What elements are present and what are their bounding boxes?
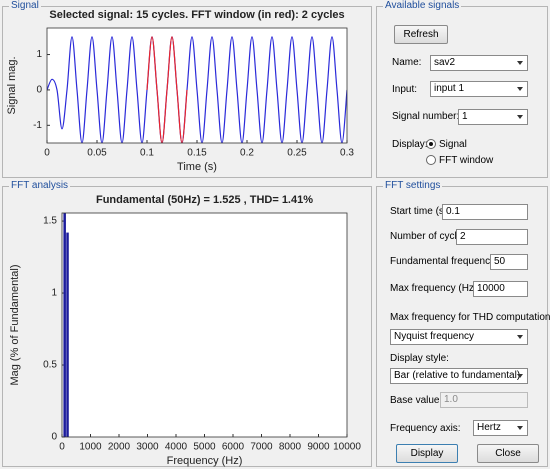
y-tick-label: -1	[33, 120, 42, 131]
label: Base value:	[390, 395, 443, 406]
radio-label: FFT window	[439, 155, 494, 166]
dropdown[interactable]: input 1	[430, 81, 528, 97]
fft-settings-panel: FFT settings	[376, 180, 548, 467]
y-axis-label: Signal mag.	[6, 56, 18, 114]
dropdown[interactable]: Hertz	[473, 420, 528, 436]
x-tick-label: 0.1	[140, 148, 154, 159]
x-axis-label: Time (s)	[177, 161, 217, 173]
bar	[66, 232, 69, 437]
plot-marks	[63, 213, 69, 437]
y-tick-label: 1.5	[43, 216, 57, 227]
x-tick-label: 6000	[222, 442, 245, 453]
label: Display style:	[390, 353, 449, 364]
charts: Selected signal: 15 cycles. FFT window (…	[6, 9, 361, 467]
chart-title: Fundamental (50Hz) = 1.525 , THD= 1.41%	[96, 194, 313, 206]
x-tick-label: 0.3	[340, 148, 354, 159]
textbox[interactable]: 10000	[473, 281, 528, 297]
x-tick-label: 0.2	[240, 148, 254, 159]
label: Number of cycles:	[390, 231, 471, 242]
dropdown[interactable]: sav2	[430, 55, 528, 71]
dropdown[interactable]: 1	[458, 109, 528, 125]
x-tick-label: 3000	[136, 442, 159, 453]
y-tick-label: 0.5	[43, 360, 57, 371]
panel-title: FFT analysis	[9, 180, 71, 191]
x-tick-label: 9000	[307, 442, 330, 453]
x-tick-label: 5000	[193, 442, 216, 453]
label: Input:	[392, 84, 418, 95]
x-tick-label: 0.25	[287, 148, 307, 159]
signal-line	[146, 36, 188, 143]
x-tick-label: 0.15	[187, 148, 207, 159]
close-button[interactable]: Close	[477, 444, 539, 463]
x-axis-label: Frequency (Hz)	[167, 455, 243, 467]
y-tick-label: 0	[36, 85, 42, 96]
panel-title: Available signals	[383, 0, 462, 11]
label: Display:	[392, 139, 428, 150]
bar	[63, 213, 66, 437]
x-tick-label: 0	[44, 148, 50, 159]
x-tick-label: 1000	[79, 442, 102, 453]
signal-panel: Signal	[2, 0, 372, 178]
dropdown[interactable]: Nyquist frequency	[390, 329, 528, 345]
textbox[interactable]: 2	[456, 229, 528, 245]
textbox[interactable]: 0.1	[442, 204, 528, 220]
label: Start time (s):	[390, 206, 451, 217]
radio[interactable]	[426, 155, 436, 165]
label: Max frequency for THD computation:	[390, 312, 550, 323]
plot-frame	[61, 212, 348, 438]
panel-title: FFT settings	[383, 180, 443, 191]
plot-frame	[46, 27, 348, 144]
textbox[interactable]: 50	[490, 254, 528, 270]
y-tick-label: 0	[51, 432, 57, 443]
refresh-button[interactable]: Refresh	[394, 25, 448, 44]
fft-analysis-panel: FFT analysis	[2, 180, 372, 467]
x-tick-label: 4000	[165, 442, 188, 453]
label: Signal number:	[392, 111, 460, 122]
label: Name:	[392, 57, 422, 68]
available-panel: Available signals	[376, 0, 548, 178]
y-tick-label: 1	[36, 49, 42, 60]
x-tick-label: 2000	[108, 442, 131, 453]
x-tick-label: 0	[59, 442, 65, 453]
x-tick-label: 10000	[333, 442, 361, 453]
y-tick-label: 1	[51, 288, 57, 299]
label: Fundamental frequency (Hz):	[390, 256, 520, 267]
plot-marks	[47, 36, 347, 143]
x-tick-label: 0.05	[87, 148, 107, 159]
panel-title: Signal	[9, 0, 41, 11]
x-tick-label: 8000	[279, 442, 302, 453]
chart-title: Selected signal: 15 cycles. FFT window (…	[49, 9, 344, 21]
radio[interactable]	[426, 139, 436, 149]
display-button[interactable]: Display	[396, 444, 458, 463]
label: Frequency axis:	[390, 423, 461, 434]
y-axis-label: Mag (% of Fundamental)	[9, 264, 21, 385]
signal-line	[47, 36, 347, 143]
radio-label: Signal	[439, 139, 467, 150]
dropdown[interactable]: Bar (relative to fundamental)	[390, 368, 528, 384]
plot-area	[62, 213, 347, 437]
x-tick-label: 7000	[250, 442, 273, 453]
textbox: 1.0	[440, 392, 528, 408]
label: Max frequency (Hz):	[390, 283, 481, 294]
